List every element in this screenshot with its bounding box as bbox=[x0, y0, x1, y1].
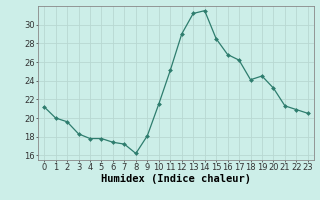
X-axis label: Humidex (Indice chaleur): Humidex (Indice chaleur) bbox=[101, 174, 251, 184]
